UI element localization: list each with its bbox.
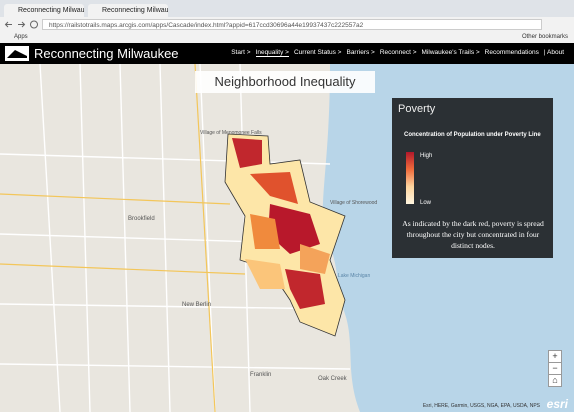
nav-item[interactable]: Reconnect > bbox=[379, 49, 417, 56]
section-title: Neighborhood Inequality bbox=[195, 71, 375, 93]
legend-panel: Poverty Concentration of Population unde… bbox=[392, 98, 553, 258]
bookmark[interactable]: Apps bbox=[14, 34, 28, 40]
map-label: Oak Creek bbox=[318, 376, 348, 382]
legend-low: Low bbox=[420, 200, 432, 206]
map-label: Village of Menomonee Falls bbox=[200, 130, 262, 136]
url-field[interactable]: https://railstotrails.maps.arcgis.com/ap… bbox=[42, 19, 542, 30]
nav-item[interactable]: Inequality > bbox=[255, 49, 289, 57]
browser-tab[interactable]: Reconnecting Milwauke bbox=[88, 4, 168, 17]
bookmark[interactable]: Other bookmarks bbox=[521, 34, 568, 40]
map-label: New Berlin bbox=[182, 302, 211, 308]
app-title: Reconnecting Milwaukee bbox=[34, 46, 179, 61]
color-ramp bbox=[406, 152, 414, 204]
map-label: Brookfield bbox=[128, 216, 155, 222]
esri-logo: esri bbox=[546, 397, 568, 411]
nav-buttons[interactable] bbox=[4, 19, 40, 30]
legend-subtitle: Concentration of Population under Povert… bbox=[404, 132, 541, 138]
attribution: Esri, HERE, Garmin, USGS, NGA, EPA, USDA… bbox=[422, 403, 540, 409]
home-button[interactable]: ⌂ bbox=[548, 374, 562, 387]
nav-item[interactable]: | About bbox=[543, 49, 564, 56]
nav-item[interactable]: Start > bbox=[231, 49, 251, 56]
nav-item[interactable]: Milwaukee's Trails > bbox=[421, 49, 480, 56]
zoom-in[interactable]: + bbox=[548, 350, 562, 363]
legend-high: High bbox=[420, 153, 433, 159]
nav-item[interactable]: Recommendations bbox=[484, 49, 539, 56]
app-header: Reconnecting Milwaukee Start > Inequality… bbox=[0, 43, 574, 64]
nav-menu: Start > Inequality > Current Status > Barri… bbox=[231, 49, 564, 57]
map-label: Lake Michigan bbox=[338, 273, 370, 279]
legend-description: As indicated by the dark red, poverty is… bbox=[402, 219, 544, 250]
app-logo bbox=[5, 46, 29, 61]
browser-tab[interactable]: Reconnecting Milwauke bbox=[4, 4, 84, 17]
map-label: Franklin bbox=[250, 372, 271, 378]
map-label: Village of Shorewood bbox=[330, 200, 377, 206]
nav-item[interactable]: Barriers > bbox=[346, 49, 375, 56]
nav-item[interactable]: Current Status > bbox=[293, 49, 342, 56]
legend-title: Poverty bbox=[398, 103, 436, 115]
